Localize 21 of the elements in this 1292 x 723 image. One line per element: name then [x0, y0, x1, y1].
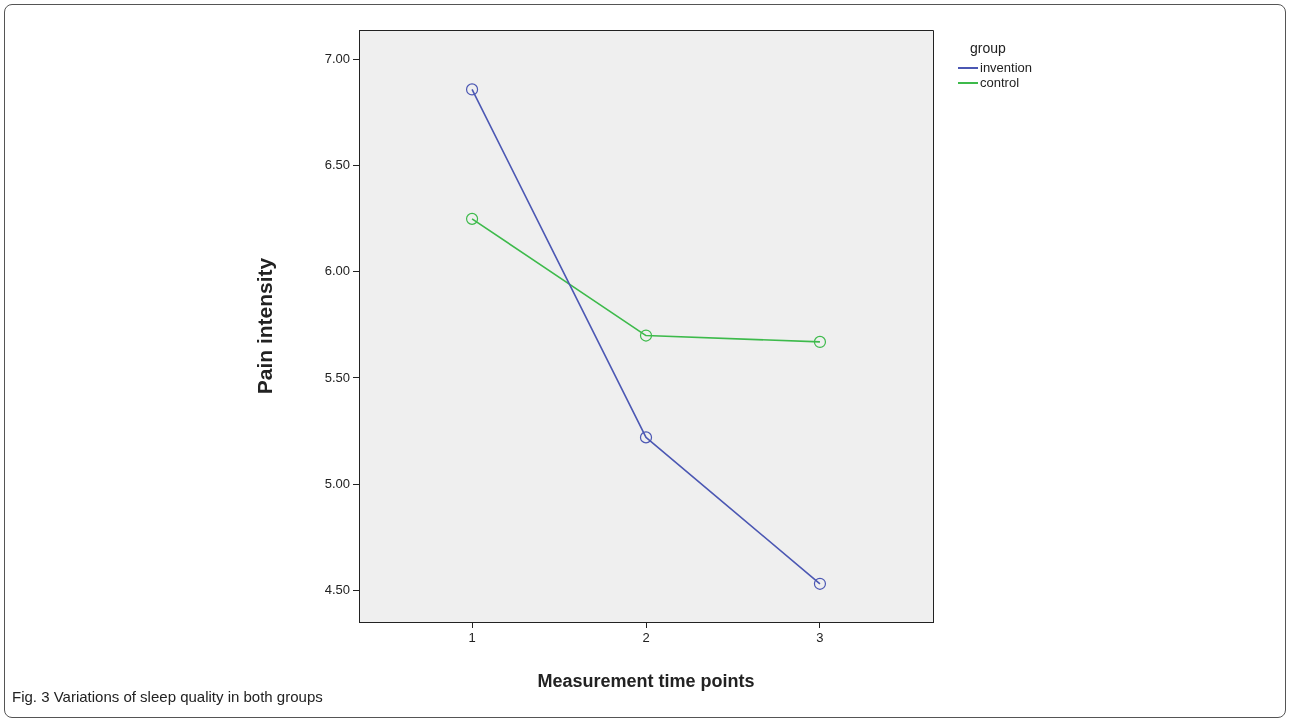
- point: [639, 329, 653, 342]
- point: [639, 431, 653, 444]
- x-tick-label: 3: [816, 630, 824, 646]
- y-tick-label: 5.50: [324, 369, 350, 385]
- x-tick-label: 1: [468, 630, 476, 646]
- y-tick-label: 7.00: [324, 51, 350, 67]
- legend-title: group: [970, 40, 1007, 56]
- legend-label: invention: [980, 60, 1033, 75]
- caption: Fig. 3 Variations of sleep quality in both groups: [12, 688, 323, 705]
- x-axis-title: Measurement time points: [537, 671, 755, 692]
- legend-label: control: [980, 75, 1020, 90]
- point: [813, 577, 827, 590]
- y-tick-label: 4.50: [324, 581, 350, 597]
- y-tick-label: 5.00: [324, 475, 350, 491]
- x-tick-label: 2: [642, 630, 650, 646]
- point: [465, 83, 479, 96]
- point: [813, 335, 827, 349]
- y-axis-title: Pain intensity: [253, 257, 277, 395]
- point: [465, 212, 479, 225]
- y-tick-label: 6.00: [324, 263, 350, 279]
- y-tick-label: 6.50: [324, 157, 350, 173]
